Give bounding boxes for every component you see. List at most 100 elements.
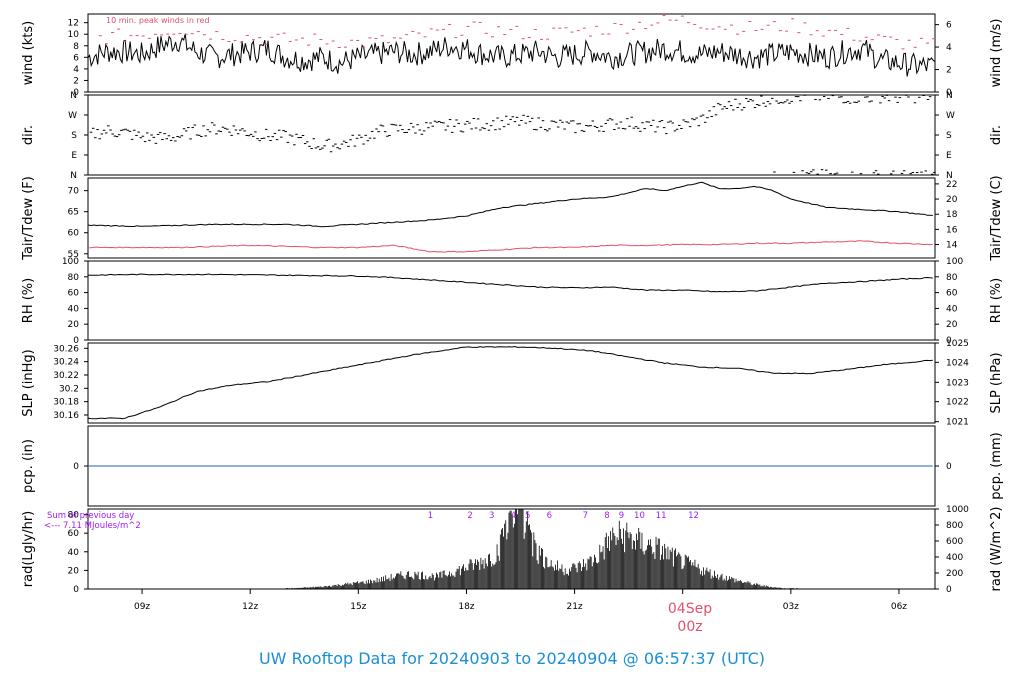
rad-hour-mark: 2: [467, 511, 472, 521]
slp-series-line: [87, 345, 933, 420]
rad-hour-mark: 6: [547, 511, 552, 521]
x-tick-label: 15z: [350, 602, 366, 612]
rh-frame: [87, 260, 936, 341]
rad-ytick-label-right: 600: [946, 537, 963, 547]
rad-ylabel-right: rad (W/m^2): [989, 507, 1004, 592]
dir-ylabel-left: dir.: [21, 125, 36, 145]
rad-hour-mark: 5: [525, 511, 530, 521]
x-tick-label: 18z: [458, 602, 474, 612]
slp-ytick-label-left: 30.16: [53, 411, 79, 421]
rad-hour-mark: 9: [619, 511, 624, 521]
wind-annotation: 10 min. peak winds in red: [106, 16, 210, 25]
rh-ytick-label-right: 60: [946, 289, 958, 299]
temp-ylabel-right: Tair/Tdew (C): [989, 175, 1004, 261]
wind-ytick-label-right: 4: [946, 43, 952, 53]
temp-series-line: [87, 181, 933, 228]
wind-ytick-label-left: 12: [68, 19, 79, 29]
wind-ytick-label-left: 2: [73, 76, 79, 86]
rad-ytick-label-left: 0: [73, 585, 79, 595]
temp-ylabel-left: Tair/Tdew (F): [21, 176, 36, 261]
slp-ytick-label-left: 30.24: [53, 358, 79, 368]
rad-hour-mark: 12: [688, 511, 699, 521]
rad-ytick-label-left: 20: [68, 566, 80, 576]
rh-ytick-label-left: 100: [62, 257, 79, 267]
panel-rh: 0 20 40 60 80 100 0 20 40 60 80 100 RH (%) RH (%): [21, 257, 1004, 346]
rh-ytick-label-left: 80: [68, 273, 80, 283]
dir-ytick-label-right: N: [946, 171, 953, 181]
rad-ytick-label-right: 400: [946, 553, 963, 563]
wind-ytick-label-left: 10: [68, 30, 80, 40]
rad-ytick-label-left: 80: [68, 511, 80, 521]
wind-ytick-label-right: 6: [946, 21, 952, 31]
rh-ytick-label-left: 40: [68, 304, 80, 314]
temp-ytick-label-left: 65: [68, 208, 79, 218]
rh-ylabel-left: RH (%): [21, 278, 36, 323]
dir-ytick-label-right: S: [946, 131, 952, 141]
x-tick-label: 09z: [134, 602, 150, 612]
x-axis: 09z 12z 15z 18z 21z 03z 06z: [134, 589, 907, 612]
rh-ytick-label-left: 0: [73, 336, 79, 346]
dir-frame: [87, 94, 936, 176]
wind-ytick-label-left: 0: [73, 88, 79, 98]
rad-hour-mark: 11: [656, 511, 667, 521]
rh-ytick-label-left: 60: [68, 289, 80, 299]
rad-hour-mark: 3: [489, 511, 494, 521]
rh-series-line: [87, 273, 933, 293]
date-label-hour: 00z: [677, 619, 702, 635]
wind-ytick-label-left: 6: [73, 53, 79, 63]
temp-ytick-label-right: 16: [946, 225, 958, 235]
slp-ytick-label-left: 30.18: [53, 398, 79, 408]
rh-ytick-label-right: 100: [946, 257, 963, 267]
pcp-ytick-label-right: 0: [946, 462, 952, 472]
wind-ylabel-right: wind (m/s): [989, 19, 1004, 88]
temp-series-line: [87, 240, 933, 253]
rad-annotation: Sum of previous day: [47, 511, 134, 521]
panel-pcp: 0 0 pcp. (in) pcp. (mm): [21, 425, 1004, 507]
dir-ytick-label-left: N: [70, 91, 77, 101]
rad-ytick-label-left: 40: [68, 548, 80, 558]
wind-ytick-label-left: 8: [73, 42, 79, 52]
chart-title: UW Rooftop Data for 20240903 to 20240904…: [259, 649, 765, 668]
temp-ytick-label-left: 55: [68, 250, 79, 260]
temp-ytick-label-left: 60: [68, 229, 80, 239]
date-label-day: 04Sep: [668, 601, 712, 617]
rh-ytick-label-right: 80: [946, 273, 958, 283]
dir-ytick-label-right: E: [946, 151, 952, 161]
rh-ytick-label-right: 0: [946, 336, 952, 346]
temp-ytick-label-left: 70: [68, 187, 80, 197]
x-tick-label: 06z: [891, 602, 907, 612]
temp-ytick-label-right: 22: [946, 180, 957, 190]
panel-temp: 55 60 65 70 14 16 18 20 22 Tair/Tdew (F) Tair/Tdew…: [21, 175, 1004, 261]
slp-frame: [87, 342, 936, 424]
slp-ytick-label-left: 30.22: [53, 371, 79, 381]
wind-ylabel-left: wind (kts): [21, 21, 36, 85]
temp-ytick-label-right: 20: [946, 195, 958, 205]
slp-ytick-label-left: 30.2: [59, 384, 79, 394]
rh-ytick-label-left: 20: [68, 320, 80, 330]
dir-ytick-label-left: N: [70, 171, 77, 181]
slp-ytick-label-left: 30.26: [53, 344, 79, 354]
dir-ytick-label-right: N: [946, 91, 953, 101]
wind-frame: [87, 13, 936, 93]
slp-ylabel-left: SLP (inHg): [21, 349, 36, 417]
pcp-ylabel-right: pcp. (mm): [989, 432, 1004, 499]
x-tick-label: 03z: [783, 602, 799, 612]
x-tick-label: 12z: [242, 602, 258, 612]
temp-ytick-label-right: 14: [946, 241, 958, 251]
slp-ytick-label-right: 1021: [946, 418, 969, 428]
rad-ytick-label-right: 1000: [946, 505, 969, 515]
panel-slp: 30.16 30.18 30.2 30.22 30.24 30.26 1021 1022 102…: [21, 339, 1004, 428]
pcp-ylabel-left: pcp. (in): [21, 439, 36, 493]
rad-hour-mark: 8: [604, 511, 609, 521]
dir-ytick-label-right: W: [946, 111, 955, 121]
pcp-ytick-label-left: 0: [73, 462, 79, 472]
slp-ytick-label-right: 1024: [946, 358, 969, 368]
wind-ytick-label-left: 4: [73, 65, 79, 75]
slp-ylabel-right: SLP (hPa): [989, 352, 1004, 413]
wind-ytick-label-right: 0: [946, 88, 952, 98]
rad-annotation: <--- 7.11 MJoules/m^2: [44, 521, 141, 531]
rad-ytick-label-right: 0: [946, 585, 952, 595]
